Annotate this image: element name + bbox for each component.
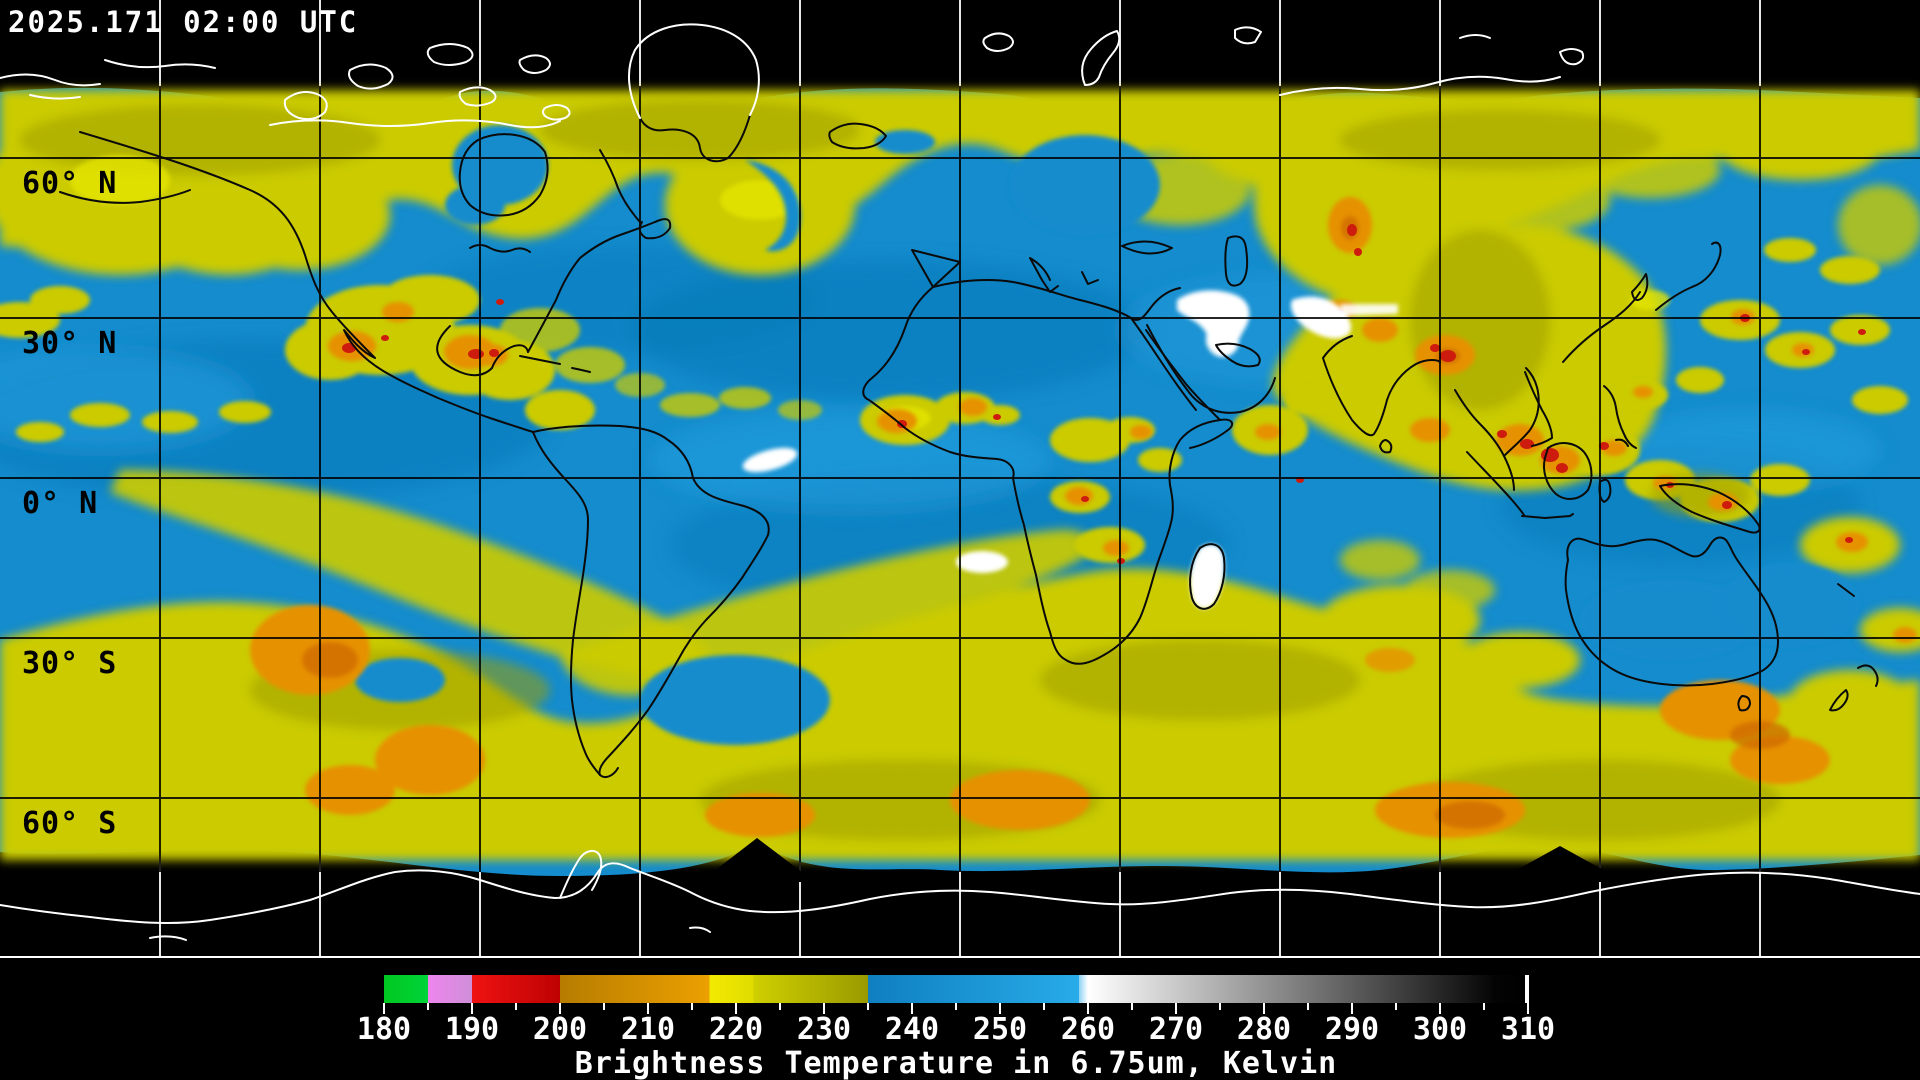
colorbar-tick-label: 190 xyxy=(444,1012,500,1047)
colorbar-major-tick xyxy=(1263,1003,1265,1014)
colorbar-tick-label: 280 xyxy=(1236,1012,1292,1047)
colorbar-tick-label: 290 xyxy=(1324,1012,1380,1047)
colorbar-major-tick xyxy=(999,1003,1001,1014)
colorbar-major-tick xyxy=(823,1003,825,1014)
map-bottom-border xyxy=(0,956,1920,958)
latitude-label: 60° S xyxy=(22,806,118,841)
colorbar-major-tick xyxy=(911,1003,913,1014)
graticule-black xyxy=(0,86,1920,872)
colorbar-major-tick xyxy=(1087,1003,1089,1014)
colorbar-major-tick xyxy=(559,1003,561,1014)
latitude-label: 60° N xyxy=(22,166,118,201)
colorbar-minor-tick xyxy=(1043,1003,1045,1010)
latitude-label: 30° N xyxy=(22,326,118,361)
latitude-label: 0° N xyxy=(22,486,99,521)
colorbar-tick-label: 180 xyxy=(356,1012,412,1047)
coastlines-white xyxy=(0,23,1920,941)
cloud-layer-deep-orange xyxy=(302,216,1790,829)
colorbar-minor-tick xyxy=(515,1003,517,1010)
coastlines-black xyxy=(59,114,1879,778)
colorbar-tick-label: 270 xyxy=(1148,1012,1204,1047)
colorbar-tick-label: 240 xyxy=(884,1012,940,1047)
colorbar-tick-label: 210 xyxy=(620,1012,676,1047)
colorbar-end-cap xyxy=(1525,975,1529,1003)
colorbar-minor-tick xyxy=(1483,1003,1485,1010)
colorbar-gradient xyxy=(384,975,1528,1003)
colorbar-minor-tick xyxy=(603,1003,605,1010)
colorbar-minor-tick xyxy=(1307,1003,1309,1010)
colorbar-major-tick xyxy=(735,1003,737,1014)
colorbar-minor-tick xyxy=(1219,1003,1221,1010)
colorbar-minor-tick xyxy=(427,1003,429,1010)
colorbar-tick-label: 300 xyxy=(1412,1012,1468,1047)
dry-slots-blue xyxy=(355,125,1860,745)
colorbar-major-tick xyxy=(1439,1003,1441,1014)
colorbar-major-tick xyxy=(1351,1003,1353,1014)
colorbar-tick-label: 220 xyxy=(708,1012,764,1047)
colorbar-major-tick xyxy=(1175,1003,1177,1014)
timestamp: 2025.171 02:00 UTC xyxy=(8,5,359,39)
colorbar-tick-label: 260 xyxy=(1060,1012,1116,1047)
colorbar-tick-label: 200 xyxy=(532,1012,588,1047)
colorbar-minor-tick xyxy=(867,1003,869,1010)
map-canvas xyxy=(0,0,1920,958)
colorbar-minor-tick xyxy=(955,1003,957,1010)
colorbar-minor-tick xyxy=(1131,1003,1133,1010)
world-map: 2025.171 02:00 UTC 60° N 30° N 0° N 30° S 60… xyxy=(0,0,1920,958)
colorbar-minor-tick xyxy=(779,1003,781,1010)
colorbar-minor-tick xyxy=(1395,1003,1397,1010)
colorbar-major-tick xyxy=(1527,1003,1529,1014)
colorbar-major-tick xyxy=(383,1003,385,1014)
colorbar-caption: Brightness Temperature in 6.75um, Kelvin xyxy=(574,1046,1338,1080)
colorbar-major-tick xyxy=(471,1003,473,1014)
latitude-label: 30° S xyxy=(22,646,118,681)
scan-edge-wedges xyxy=(700,838,1625,882)
colorbar-tick-label: 310 xyxy=(1500,1012,1556,1047)
colorbar-major-tick xyxy=(647,1003,649,1014)
colorbar-area: 180 190 200 210 220 230 240 250 260 270 280 290 300 3… xyxy=(0,958,1920,1080)
colorbar-tick-label: 230 xyxy=(796,1012,852,1047)
colorbar-tick-label: 250 xyxy=(972,1012,1028,1047)
colorbar-minor-tick xyxy=(691,1003,693,1010)
